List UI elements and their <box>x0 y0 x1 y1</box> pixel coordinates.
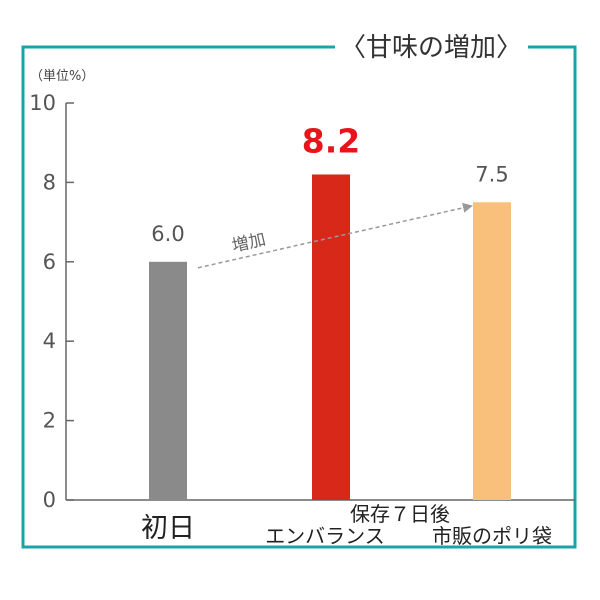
y-tick-label: 8 <box>43 170 56 194</box>
category-label: エンバランス <box>265 524 385 548</box>
bars-group <box>149 174 511 500</box>
category-label: 市販のポリ袋 <box>432 524 552 548</box>
value-labels-group: 6.0 8.2 7.5 <box>151 121 508 245</box>
data-label: 8.2 <box>302 121 360 160</box>
category-label: 初日 <box>141 513 195 544</box>
y-tick-label: 10 <box>29 91 56 115</box>
unit-label: （単位%） <box>30 68 94 84</box>
bar <box>473 202 511 500</box>
y-tick-label: 4 <box>43 329 56 353</box>
bar <box>149 261 187 500</box>
category-label: 保存７日後 <box>350 502 450 526</box>
increase-arrow <box>197 202 473 269</box>
data-label: 7.5 <box>475 162 508 186</box>
chart-frame-border <box>21 45 577 549</box>
bar <box>312 174 350 500</box>
y-tick-label: 6 <box>43 250 56 274</box>
data-label: 6.0 <box>151 222 184 246</box>
chart-title: 〈甘味の増加〉 <box>340 33 522 63</box>
y-tick-label: 2 <box>43 409 56 433</box>
y-tick-label: 0 <box>43 488 56 512</box>
